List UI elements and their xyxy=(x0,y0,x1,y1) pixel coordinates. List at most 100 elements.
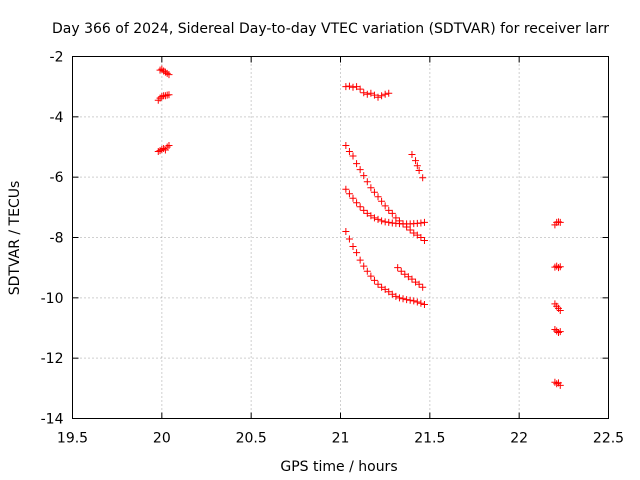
data-point xyxy=(349,152,357,160)
data-point xyxy=(360,172,368,180)
data-point xyxy=(156,147,164,155)
x-tick-label: 21.5 xyxy=(414,431,445,447)
data-point xyxy=(356,203,364,211)
y-tick-label: -4 xyxy=(50,110,64,126)
data-point xyxy=(381,202,389,210)
data-point xyxy=(385,89,393,97)
data-point xyxy=(156,66,164,74)
data-point xyxy=(394,264,402,272)
x-tick-label: 20 xyxy=(153,431,171,447)
data-point xyxy=(551,378,559,386)
data-point xyxy=(406,296,414,304)
data-point xyxy=(399,295,407,303)
data-point xyxy=(404,273,412,281)
plot-frame xyxy=(72,56,609,419)
data-point xyxy=(367,89,375,97)
data-point xyxy=(392,292,400,300)
data-point xyxy=(553,380,561,388)
data-point xyxy=(360,262,368,270)
data-point xyxy=(381,285,389,293)
data-point xyxy=(349,194,357,202)
data-point xyxy=(353,249,361,257)
data-point xyxy=(349,243,357,251)
data-point xyxy=(161,92,169,100)
data-point xyxy=(367,212,375,220)
data-point xyxy=(353,199,361,207)
y-tick-label: -12 xyxy=(41,351,64,367)
data-point xyxy=(154,148,162,156)
data-point xyxy=(413,231,421,239)
data-point xyxy=(356,256,364,264)
data-point xyxy=(412,157,420,165)
data-point xyxy=(420,218,428,226)
data-point xyxy=(415,280,423,288)
series-track-05 xyxy=(342,141,428,245)
grid-lines xyxy=(72,56,609,419)
data-point xyxy=(553,262,561,270)
data-point xyxy=(553,327,561,335)
data-point xyxy=(378,283,386,291)
data-point xyxy=(158,93,166,101)
data-point xyxy=(381,90,389,98)
series-track-02 xyxy=(154,91,173,104)
data-point xyxy=(378,217,386,225)
x-axis-label: GPS time / hours xyxy=(280,459,397,475)
data-point xyxy=(551,326,559,334)
data-point xyxy=(342,227,350,235)
series-track-10 xyxy=(551,218,564,229)
data-point xyxy=(413,298,421,306)
series-track-06 xyxy=(342,185,428,228)
y-tick-label: -2 xyxy=(50,50,64,66)
data-point xyxy=(419,174,427,182)
data-point xyxy=(161,146,169,154)
data-point xyxy=(363,209,371,217)
data-point xyxy=(417,299,425,307)
data-point xyxy=(160,67,168,75)
data-point xyxy=(345,235,353,243)
series-track-01 xyxy=(156,65,173,79)
y-axis-label: SDTVAR / TECUs xyxy=(7,181,23,296)
series-track-11 xyxy=(551,262,564,272)
data-point xyxy=(397,267,405,275)
data-point xyxy=(385,206,393,214)
data-point xyxy=(342,83,350,91)
data-point xyxy=(378,197,386,205)
data-point xyxy=(158,65,166,73)
series-track-14 xyxy=(551,378,564,389)
data-point xyxy=(556,263,564,271)
data-point xyxy=(401,270,409,278)
y-tick-label: -6 xyxy=(50,170,64,186)
data-point xyxy=(156,94,164,102)
data-point xyxy=(363,267,371,275)
data-point xyxy=(388,209,396,217)
data-point xyxy=(388,290,396,298)
data-point xyxy=(356,85,364,93)
data-point xyxy=(349,83,357,91)
x-tick-label: 22 xyxy=(510,431,528,447)
data-point xyxy=(353,160,361,168)
data-point xyxy=(163,69,171,77)
data-point xyxy=(556,218,564,226)
data-point xyxy=(415,167,423,175)
data-point xyxy=(378,92,386,100)
data-point xyxy=(367,272,375,280)
series-track-09 xyxy=(408,151,427,182)
data-point xyxy=(160,145,168,153)
data-point xyxy=(161,68,169,76)
data-point xyxy=(360,206,368,214)
data-point xyxy=(374,193,382,201)
data-point xyxy=(374,93,382,101)
data-point xyxy=(420,300,428,308)
data-point xyxy=(342,185,350,193)
data-point xyxy=(554,329,562,337)
series-track-07 xyxy=(342,227,428,308)
chart-title: Day 366 of 2024, Sidereal Day-to-day VTE… xyxy=(52,21,609,37)
data-point xyxy=(345,190,353,198)
data-point xyxy=(342,141,350,149)
data-point xyxy=(554,218,562,226)
data-point xyxy=(370,214,378,222)
data-point xyxy=(370,91,378,99)
data-point xyxy=(556,307,564,315)
data-point xyxy=(374,280,382,288)
